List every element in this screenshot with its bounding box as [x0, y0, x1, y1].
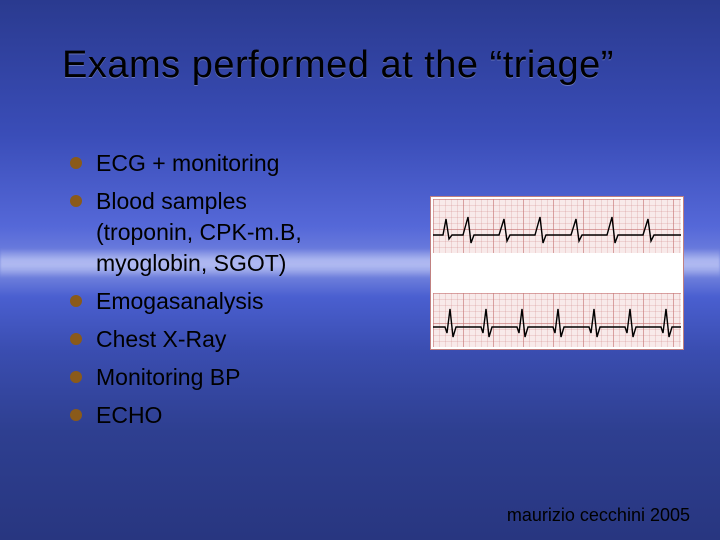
- ecg-strip-top: [433, 199, 681, 253]
- bullet-icon: [70, 195, 82, 207]
- footer-credit: maurizio cecchini 2005: [507, 505, 690, 526]
- bullet-text: ECG + monitoring: [96, 148, 400, 179]
- bullet-icon: [70, 157, 82, 169]
- list-item: ECG + monitoring: [70, 148, 400, 179]
- bullet-list: ECG + monitoring Blood samples(troponin, …: [70, 148, 400, 438]
- list-item: Monitoring BP: [70, 362, 400, 393]
- ecg-figure: [430, 196, 684, 350]
- bullet-icon: [70, 333, 82, 345]
- list-item: Blood samples(troponin, CPK-m.B, myoglob…: [70, 186, 400, 279]
- bullet-text: Chest X-Ray: [96, 324, 400, 355]
- list-item: Emogasanalysis: [70, 286, 400, 317]
- bullet-icon: [70, 371, 82, 383]
- slide: Exams performed at the “triage” ECG + mo…: [0, 0, 720, 540]
- bullet-subtext: (troponin, CPK-m.B, myoglobin, SGOT): [96, 217, 400, 279]
- bullet-text: Monitoring BP: [96, 362, 400, 393]
- slide-title: Exams performed at the “triage”: [62, 44, 680, 87]
- list-item: Chest X-Ray: [70, 324, 400, 355]
- list-item: ECHO: [70, 400, 400, 431]
- bullet-icon: [70, 409, 82, 421]
- ecg-strip-bottom: [433, 293, 681, 347]
- bullet-text: Blood samples(troponin, CPK-m.B, myoglob…: [96, 186, 400, 279]
- bullet-text: ECHO: [96, 400, 400, 431]
- ecg-trace-icon: [433, 199, 681, 253]
- bullet-icon: [70, 295, 82, 307]
- ecg-trace-icon: [433, 293, 681, 347]
- bullet-text: Emogasanalysis: [96, 286, 400, 317]
